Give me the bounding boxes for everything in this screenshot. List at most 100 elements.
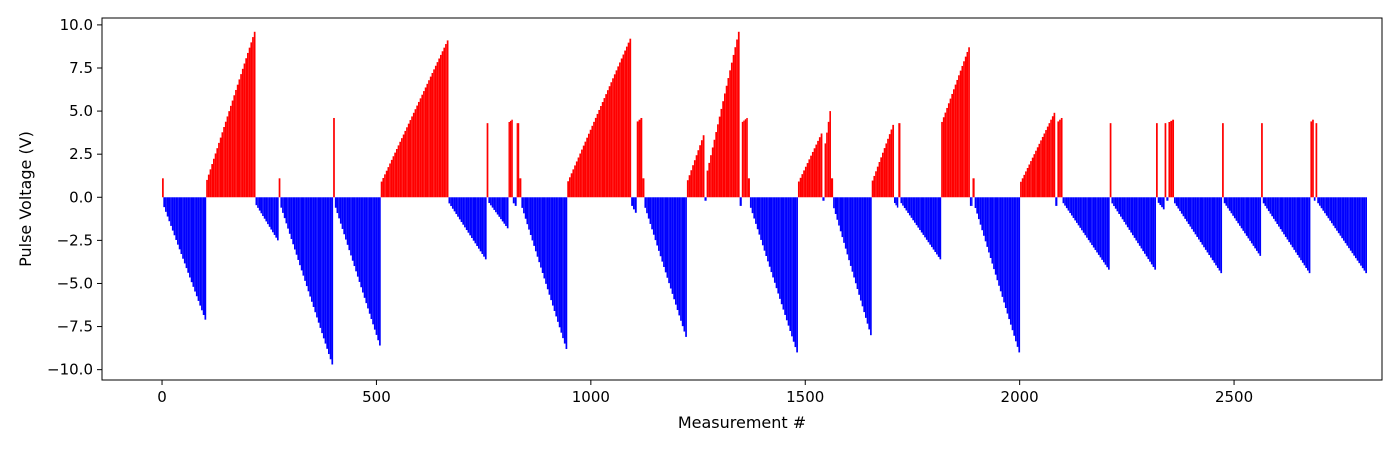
bar-34-6	[882, 152, 884, 198]
bar-29-3	[803, 170, 805, 198]
bar-1-19	[195, 197, 198, 297]
bar-33-4	[839, 197, 842, 232]
bar-22-0	[686, 180, 689, 198]
bar-47-11	[1130, 197, 1133, 233]
bar-55-14	[1247, 197, 1250, 239]
bar-21-24	[685, 197, 687, 337]
bar-57-6	[1272, 197, 1275, 219]
bar-50-0	[1164, 123, 1167, 198]
bar-53-4	[1180, 197, 1183, 214]
bar-5-12	[300, 197, 303, 271]
bar-57-16	[1289, 197, 1292, 245]
bar-11-1	[490, 197, 492, 206]
bar-57-1	[1264, 197, 1267, 206]
bar-39-1	[971, 197, 973, 206]
bar-57-20	[1296, 197, 1299, 256]
bar-5-11	[299, 197, 301, 266]
bar-53-5	[1182, 197, 1185, 217]
bar-42-13	[1041, 136, 1044, 198]
bar-21-6	[654, 197, 657, 241]
bar-11-2	[491, 197, 494, 208]
bar-40-0	[972, 178, 975, 198]
bar-53-0	[1174, 197, 1176, 204]
bar-42-10	[1036, 147, 1039, 198]
bar-61-27	[1363, 197, 1366, 271]
bar-21-16	[671, 197, 674, 294]
bar-38-1	[942, 117, 945, 198]
bar-47-6	[1121, 197, 1124, 220]
bar-28-16	[777, 197, 780, 294]
x-axis-title: Measurement #	[678, 413, 806, 432]
bar-1-8	[177, 197, 179, 245]
bar-1-6	[173, 197, 176, 236]
bar-21-17	[673, 197, 676, 300]
bar-8-19	[412, 112, 415, 198]
bar-55-3	[1228, 197, 1231, 211]
bar-57-25	[1305, 197, 1307, 268]
bar-2-21	[241, 68, 244, 198]
bar-1-13	[185, 197, 188, 269]
bar-22-8	[700, 140, 703, 198]
bar-17-18	[598, 109, 601, 198]
bar-15-0	[519, 178, 522, 198]
bar-21-12	[664, 197, 667, 273]
bar-45-17	[1091, 197, 1093, 246]
bar-39-0	[969, 197, 972, 206]
bar-22-3	[692, 165, 694, 198]
bar-1-11	[182, 197, 184, 259]
bar-41-5	[983, 197, 985, 236]
bar-9-18	[479, 197, 482, 252]
bar-9-4	[455, 197, 458, 215]
bar-21-5	[652, 197, 655, 235]
x-tick-label: 1000	[572, 388, 610, 406]
bar-57-7	[1274, 197, 1277, 222]
bar-3-11	[273, 197, 276, 235]
bar-38-15	[966, 51, 969, 198]
bar-17-13	[589, 129, 592, 198]
bar-21-8	[658, 197, 660, 251]
bar-26-3	[746, 117, 748, 198]
bar-33-19	[865, 197, 867, 318]
bar-7-26	[379, 197, 381, 346]
bar-45-0	[1062, 197, 1065, 204]
bar-55-0	[1223, 197, 1226, 204]
bar-61-20	[1351, 197, 1354, 254]
bar-16-15	[546, 197, 549, 290]
bar-8-17	[409, 120, 412, 198]
bar-57-27	[1308, 197, 1311, 274]
bar-2-5	[214, 153, 217, 198]
bar-57-3	[1267, 197, 1270, 212]
bar-57-19	[1295, 197, 1297, 253]
bar-2-26	[250, 42, 253, 198]
bar-1-1	[165, 197, 167, 212]
bar-55-17	[1252, 197, 1255, 246]
bar-42-17	[1048, 123, 1051, 198]
bar-16-22	[558, 197, 561, 328]
bar-43-0	[1055, 197, 1058, 206]
bar-1-24	[204, 197, 207, 320]
bar-47-8	[1125, 197, 1127, 225]
bar-19-2	[640, 117, 643, 198]
bar-61-28	[1365, 197, 1367, 274]
bar-29-4	[804, 166, 807, 198]
bar-45-22	[1099, 197, 1102, 258]
bar-45-18	[1092, 197, 1095, 248]
bar-3-8	[268, 197, 271, 227]
bar-17-15	[593, 121, 595, 198]
bar-1-14	[187, 197, 190, 273]
bar-58-0	[1310, 121, 1313, 198]
bar-17-4	[574, 165, 576, 198]
bar-8-4	[387, 167, 390, 198]
bar-33-17	[861, 197, 864, 307]
bar-2-28	[253, 31, 256, 198]
bar-series	[162, 31, 1367, 365]
bar-8-21	[416, 105, 418, 198]
bar-41-6	[984, 197, 987, 242]
bar-55-15	[1249, 197, 1251, 241]
bar-53-16	[1201, 197, 1204, 245]
bar-16-2	[524, 197, 527, 219]
bar-7-2	[338, 197, 340, 219]
bar-7-17	[363, 197, 366, 298]
bar-28-4	[756, 197, 759, 230]
bar-2-0	[206, 179, 208, 198]
